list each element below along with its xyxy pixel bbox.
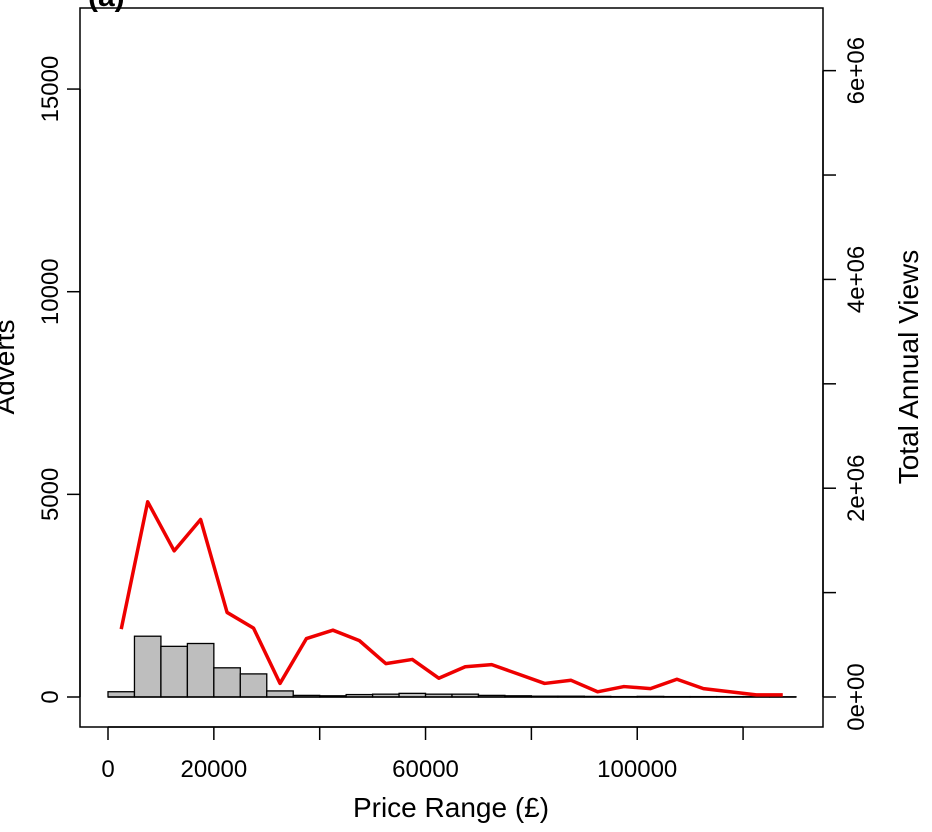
histogram-bar <box>133 635 162 698</box>
x-axis-title: Price Range (£) <box>353 792 549 823</box>
y-axis-left: 0 5000 10000 15000 <box>37 56 81 704</box>
x-tick-label: 60000 <box>392 756 459 783</box>
y-axis-right-title: Total Annual Views <box>893 250 924 485</box>
x-tick-label: 20000 <box>180 756 247 783</box>
panel-tag: (a) <box>88 0 125 13</box>
y-tick-label-left: 15000 <box>37 56 64 123</box>
histogram-bar <box>266 690 294 698</box>
x-axis: 0 20000 60000 100000 <box>101 726 744 783</box>
x-tick-label: 100000 <box>597 756 677 783</box>
y-tick-label-right: 4e+06 <box>843 246 870 313</box>
y-tick-label-left: 0 <box>37 690 64 703</box>
histogram-bar <box>213 667 241 698</box>
y-tick-label-right: 0e+00 <box>843 663 870 730</box>
y-tick-label-left: 10000 <box>37 258 64 325</box>
plot-box <box>79 7 824 728</box>
histogram-bar <box>160 645 189 698</box>
histogram-bar <box>239 673 268 698</box>
views-line <box>119 500 783 697</box>
y-tick-label-right: 2e+06 <box>843 455 870 522</box>
y-axis-title: Adverts <box>0 320 20 415</box>
y-tick-label-left: 5000 <box>37 468 64 521</box>
histogram-bar <box>107 691 136 698</box>
y-tick-label-right: 6e+06 <box>843 37 870 104</box>
x-tick-label: 0 <box>101 756 114 783</box>
y-axis-right: 0e+00 2e+06 4e+06 6e+06 <box>822 37 870 731</box>
histogram-bar <box>186 642 215 698</box>
histogram-bars <box>107 635 797 698</box>
